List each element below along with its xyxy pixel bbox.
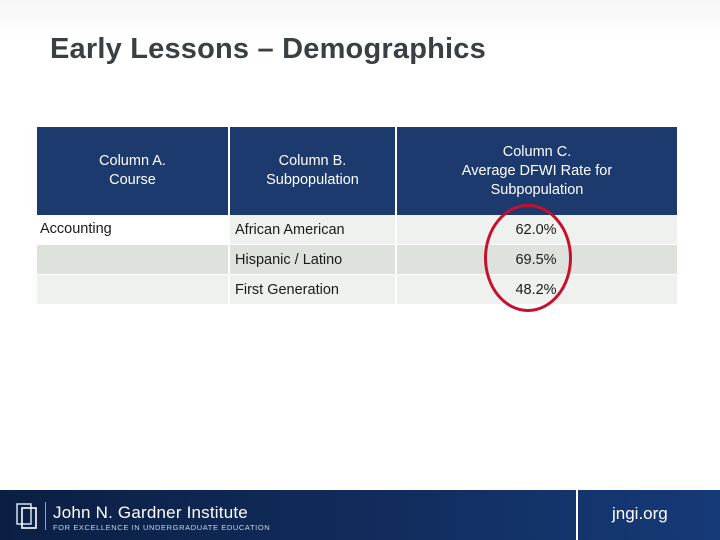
header-b-line2: Subpopulation <box>266 172 359 188</box>
org-name: John N. Gardner Institute <box>53 503 248 522</box>
institute-logo-icon <box>16 503 37 529</box>
org-tagline: FOR EXCELLENCE IN UNDERGRADUATE EDUCATIO… <box>53 523 271 532</box>
table-row: First Generation 48.2% <box>37 274 677 305</box>
header-c-line2: Average DFWI Rate for <box>461 162 613 179</box>
header-column-a: Column A. Course <box>37 127 230 215</box>
footer-bar: John N. Gardner Institute FOR EXCELLENCE… <box>0 490 720 540</box>
subpopulation-cell: First Generation <box>229 274 397 305</box>
demographics-table: Column A. Course Column B. Subpopulation… <box>37 127 677 305</box>
course-cell: Accounting <box>37 215 230 245</box>
header-b-line1: Column B. <box>278 153 347 169</box>
website-link[interactable]: jngi.org <box>612 504 668 523</box>
header-c-line3: Subpopulation <box>490 181 584 198</box>
course-cell <box>37 244 230 275</box>
slide-top-band <box>0 0 720 40</box>
header-c-line1: Column C. <box>502 143 572 160</box>
slide-title: Early Lessons – Demographics <box>50 33 486 65</box>
footer-separator <box>576 490 578 540</box>
subpopulation-cell: African American <box>229 215 397 245</box>
header-a-line2: Course <box>109 172 156 188</box>
header-column-b: Column B. Subpopulation <box>229 127 397 215</box>
highlight-circle <box>484 204 572 312</box>
header-column-c: Column C. Average DFWI Rate for Subpopul… <box>396 127 677 215</box>
table-row: Accounting African American 62.0% <box>37 215 677 245</box>
subpopulation-cell: Hispanic / Latino <box>229 244 397 275</box>
table-row: Hispanic / Latino 69.5% <box>37 244 677 275</box>
header-a-line1: Column A. <box>99 153 166 169</box>
course-cell <box>37 274 230 305</box>
logo-divider <box>45 502 46 530</box>
table-header-row: Column A. Course Column B. Subpopulation… <box>37 127 677 215</box>
